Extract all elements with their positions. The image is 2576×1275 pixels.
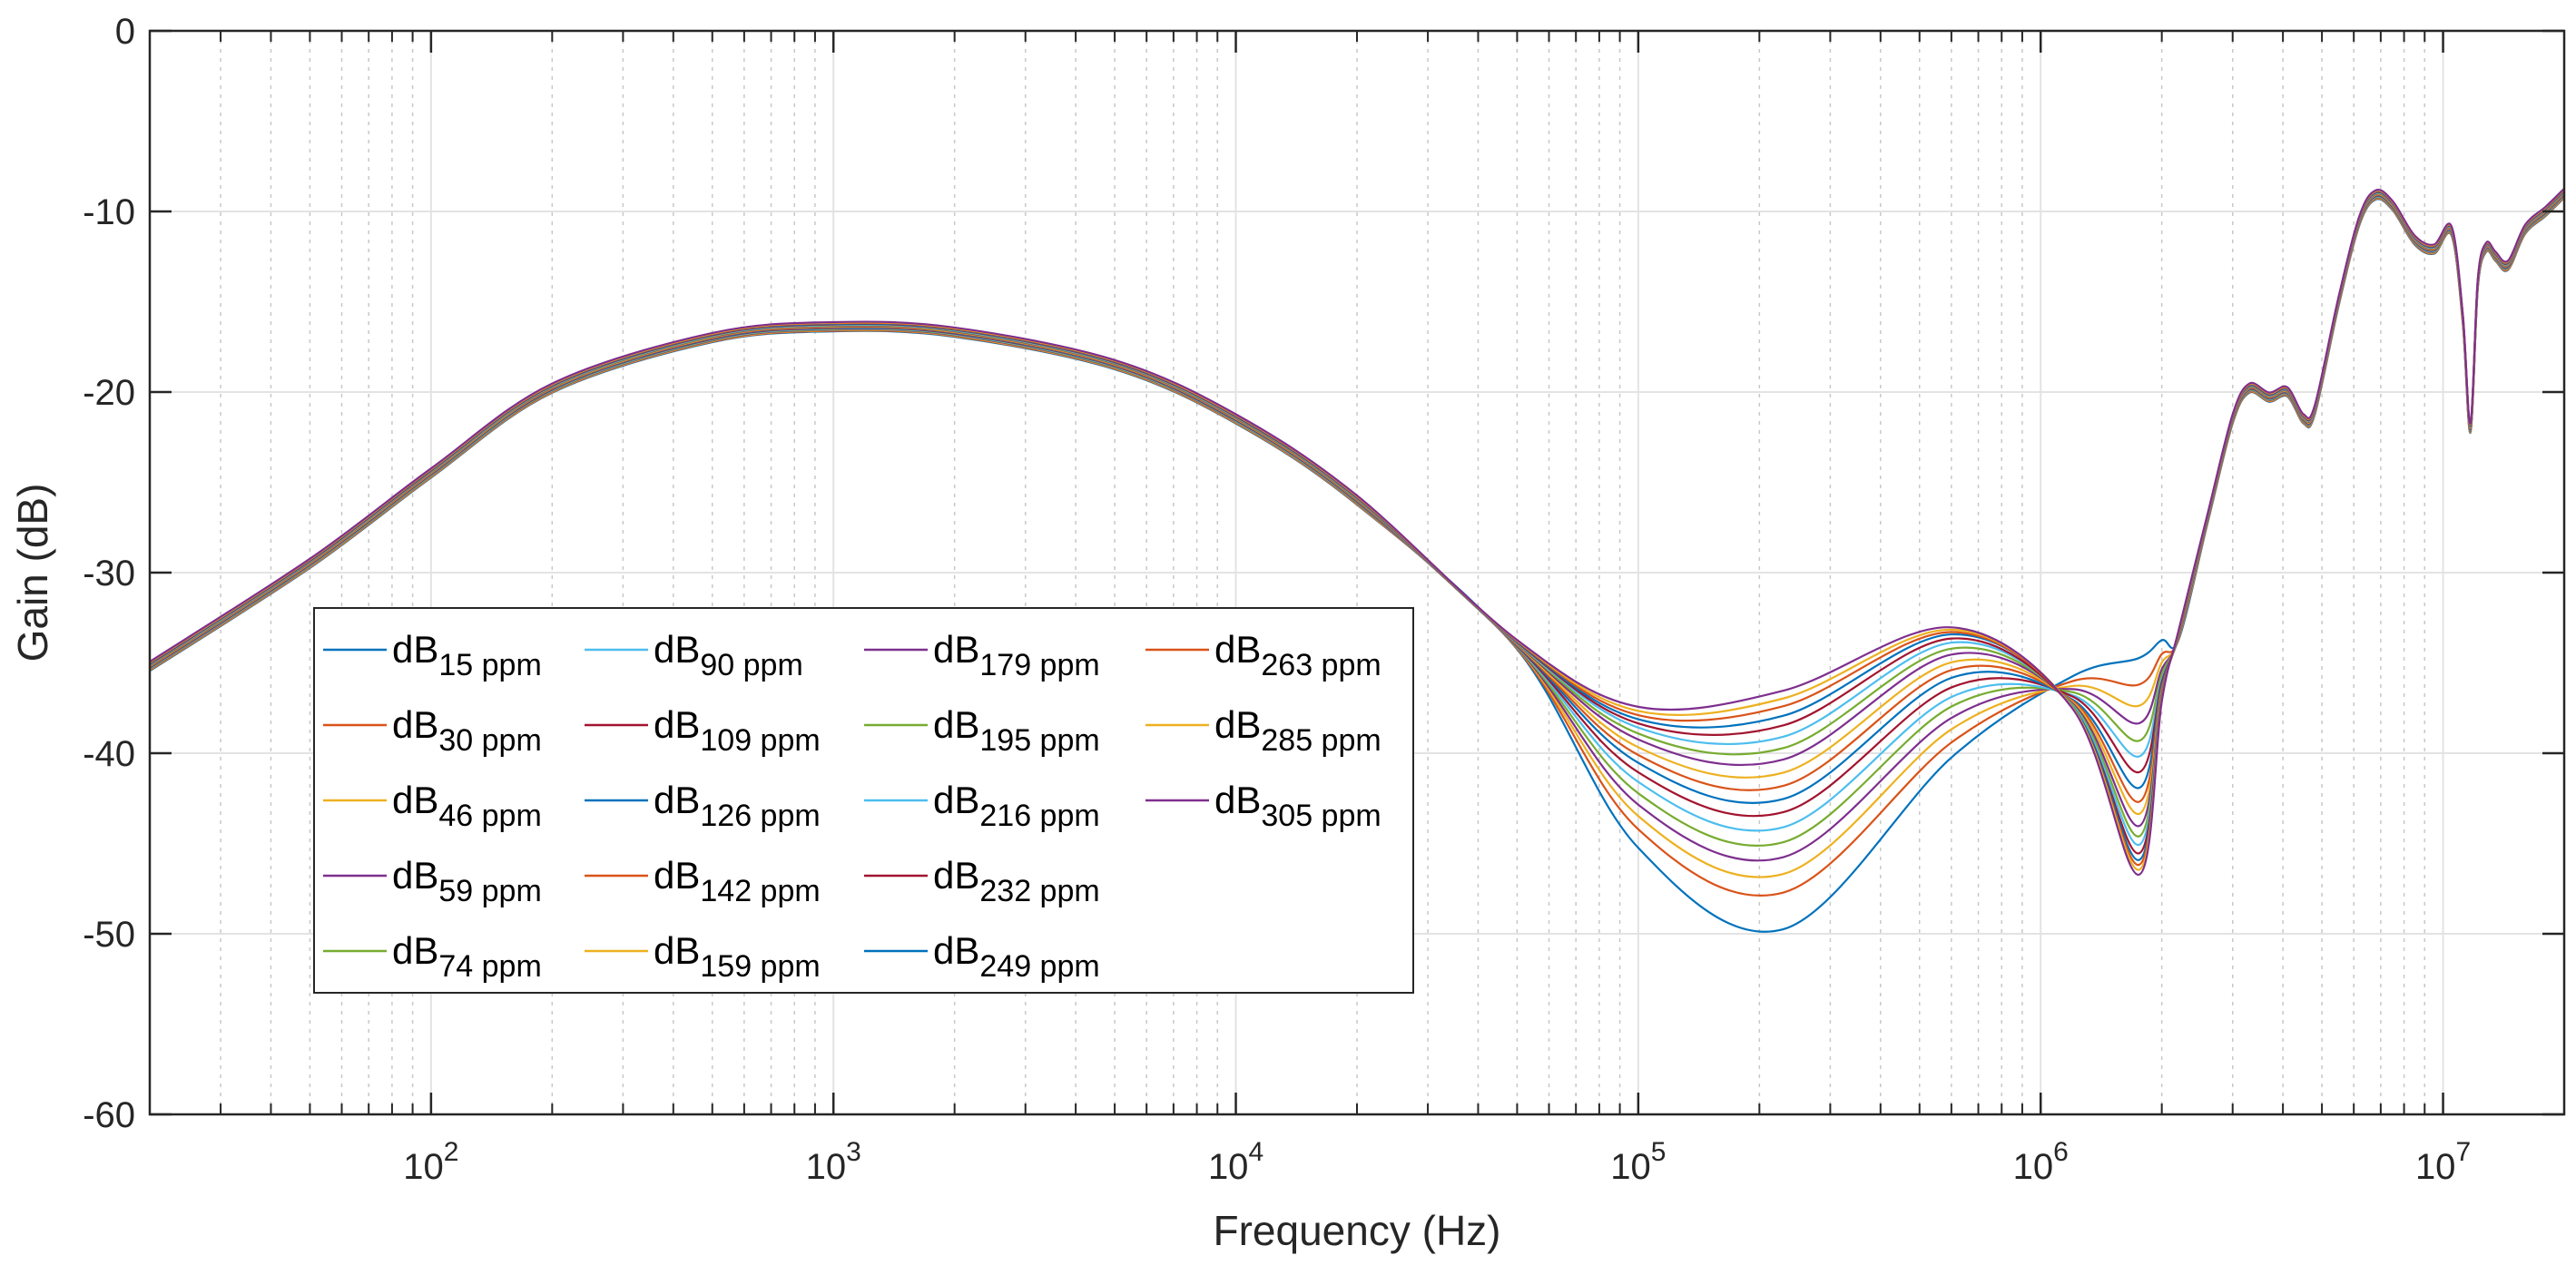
x-tick-label: 105 — [1610, 1137, 1666, 1187]
legend-entry-label: dB285 ppm — [1214, 703, 1381, 758]
legend-entry-label: dB216 ppm — [933, 779, 1100, 833]
legend-entry-label: dB232 ppm — [933, 854, 1100, 908]
legend: dB15 ppm dB30 ppm dB46 ppm dB59 ppm dB74 ppm… — [313, 607, 1414, 994]
legend-entry-label: dB15 ppm — [392, 628, 542, 682]
legend-entry-label: dB59 ppm — [392, 854, 542, 908]
legend-entry-label: dB179 ppm — [933, 628, 1100, 682]
y-tick-labels: 0 -10 -20 -30 -40 -50 -60 — [83, 12, 135, 1135]
y-tick-label: -10 — [83, 192, 135, 232]
legend-entry-label: dB30 ppm — [392, 703, 542, 758]
series-line-305-ppm — [149, 187, 2565, 877]
y-tick-label: -40 — [83, 734, 135, 774]
legend-entry-label: dB90 ppm — [654, 628, 803, 682]
legend-entry-label: dB159 ppm — [654, 929, 821, 984]
legend-entry-label: dB142 ppm — [654, 854, 821, 908]
x-tick-label: 102 — [403, 1137, 458, 1187]
legend-entry-label: dB249 ppm — [933, 929, 1100, 984]
x-tick-labels: 102 103 104 105 106 107 — [403, 1137, 2471, 1187]
legend-entry-label: dB46 ppm — [392, 779, 542, 833]
legend-entry-label: dB126 ppm — [654, 779, 821, 833]
series-lines — [149, 187, 2565, 933]
x-tick-label: 104 — [1208, 1137, 1263, 1187]
y-tick-label: -60 — [83, 1095, 135, 1135]
y-tick-label: -30 — [83, 554, 135, 593]
x-tick-label: 103 — [806, 1137, 861, 1187]
legend-entry-label: dB305 ppm — [1214, 779, 1381, 833]
legend-entry-label: dB263 ppm — [1214, 628, 1381, 682]
legend-box — [313, 607, 1414, 994]
y-tick-label: 0 — [115, 12, 135, 52]
y-tick-label: -50 — [83, 915, 135, 955]
legend-entry-label: dB195 ppm — [933, 703, 1100, 758]
legend-entry-label: dB109 ppm — [654, 703, 821, 758]
x-axis-label: Frequency (Hz) — [1214, 1207, 1501, 1254]
axis-ticks — [149, 29, 2565, 1116]
x-tick-label: 106 — [2013, 1137, 2069, 1187]
x-tick-label: 107 — [2415, 1137, 2471, 1187]
y-tick-label: -20 — [83, 373, 135, 413]
y-axis-label: Gain (dB) — [9, 484, 56, 662]
legend-entry-label: dB74 ppm — [392, 929, 542, 984]
